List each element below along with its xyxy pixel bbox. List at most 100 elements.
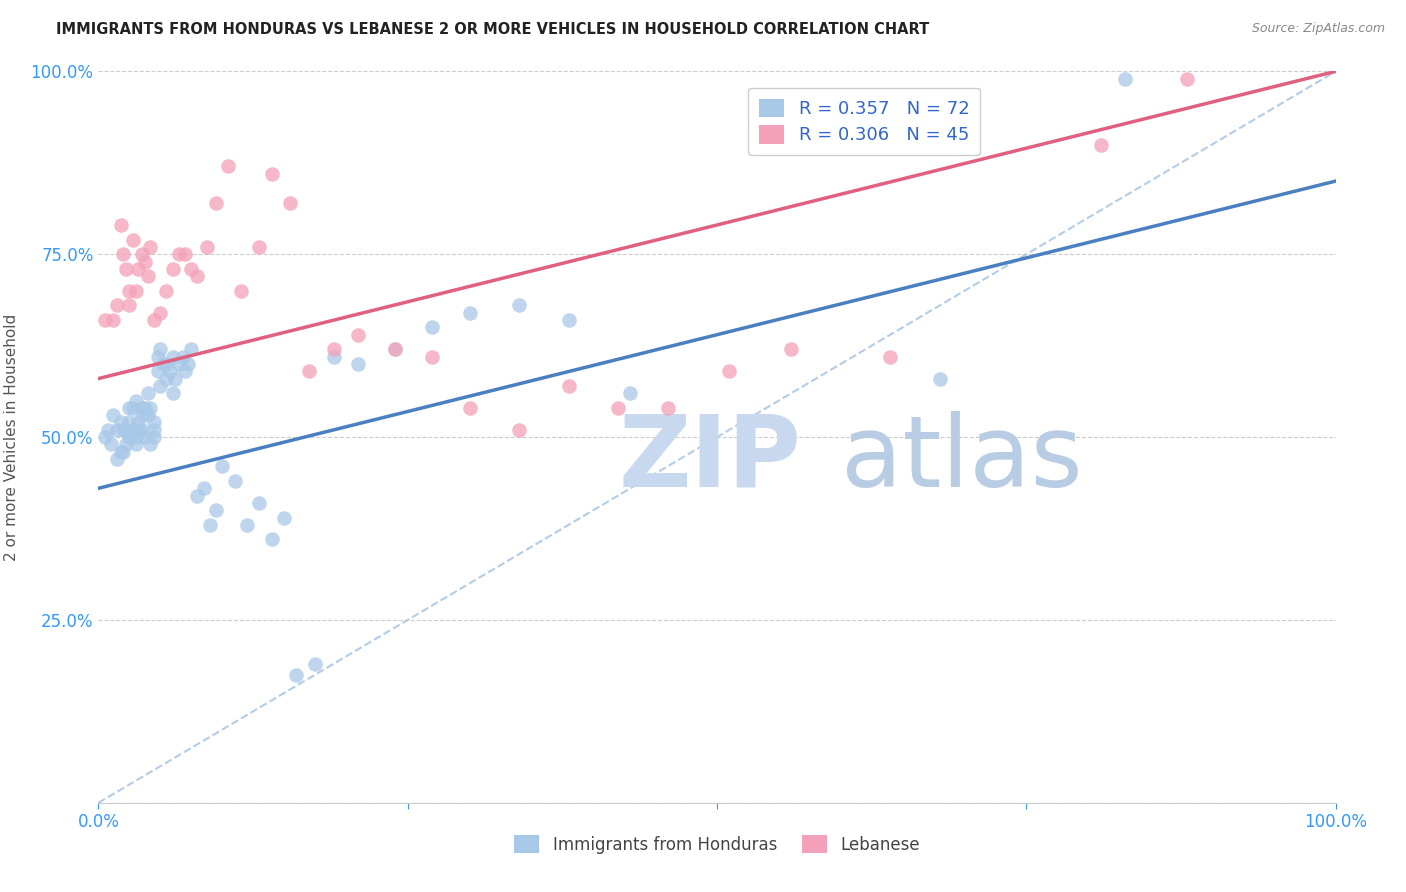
Point: [879, 350, 901, 364]
Text: Source: ZipAtlas.com: Source: ZipAtlas.com: [1251, 22, 1385, 36]
Point: [143, 423, 166, 437]
Point: [131, 401, 153, 415]
Point: [134, 254, 156, 268]
Point: [110, 218, 132, 232]
Point: [384, 343, 406, 357]
Point: [136, 386, 159, 401]
Point: [172, 350, 194, 364]
Point: [110, 444, 132, 458]
Legend: Immigrants from Honduras, Lebanese: Immigrants from Honduras, Lebanese: [508, 829, 927, 860]
Point: [422, 320, 444, 334]
Point: [260, 167, 283, 181]
Point: [152, 357, 174, 371]
Point: [193, 481, 215, 495]
Point: [195, 240, 218, 254]
Point: [607, 401, 630, 415]
Point: [118, 401, 141, 415]
Point: [131, 408, 153, 422]
Point: [162, 261, 184, 276]
Text: atlas: atlas: [841, 410, 1083, 508]
Point: [180, 343, 202, 357]
Point: [93, 313, 115, 327]
Point: [174, 364, 197, 378]
Point: [458, 401, 481, 415]
Point: [122, 233, 145, 247]
Point: [105, 298, 128, 312]
Point: [124, 284, 146, 298]
Point: [162, 350, 184, 364]
Point: [304, 657, 326, 671]
Point: [118, 416, 141, 430]
Point: [159, 364, 181, 378]
Point: [124, 437, 146, 451]
Point: [718, 364, 741, 378]
Point: [118, 430, 141, 444]
Point: [139, 401, 162, 415]
Point: [134, 401, 156, 415]
Point: [165, 371, 187, 385]
Point: [657, 401, 679, 415]
Point: [155, 284, 177, 298]
Point: [217, 160, 239, 174]
Point: [114, 423, 136, 437]
Point: [136, 408, 159, 422]
Point: [93, 430, 115, 444]
Point: [186, 489, 208, 503]
Text: IMMIGRANTS FROM HONDURAS VS LEBANESE 2 OR MORE VEHICLES IN HOUSEHOLD CORRELATION: IMMIGRANTS FROM HONDURAS VS LEBANESE 2 O…: [56, 22, 929, 37]
Point: [103, 313, 125, 327]
Point: [131, 423, 153, 437]
Point: [155, 357, 177, 371]
Point: [112, 423, 135, 437]
Point: [384, 343, 406, 357]
Point: [211, 459, 233, 474]
Point: [224, 474, 246, 488]
Point: [322, 350, 344, 364]
Point: [298, 364, 321, 378]
Point: [508, 298, 530, 312]
Point: [180, 261, 202, 276]
Point: [103, 408, 125, 422]
Point: [136, 269, 159, 284]
Point: [105, 452, 128, 467]
Point: [146, 364, 169, 378]
Point: [122, 401, 145, 415]
Point: [105, 423, 128, 437]
Point: [174, 247, 197, 261]
Point: [1090, 137, 1112, 152]
Point: [176, 357, 198, 371]
Point: [143, 416, 166, 430]
Point: [557, 313, 579, 327]
Point: [139, 437, 162, 451]
Point: [458, 306, 481, 320]
Point: [347, 327, 370, 342]
Point: [149, 306, 172, 320]
Point: [229, 284, 252, 298]
Point: [278, 196, 301, 211]
Point: [131, 247, 153, 261]
Point: [273, 510, 295, 524]
Point: [124, 393, 146, 408]
Point: [619, 386, 641, 401]
Point: [780, 343, 803, 357]
Point: [186, 269, 208, 284]
Point: [205, 503, 228, 517]
Point: [134, 430, 156, 444]
Y-axis label: 2 or more Vehicles in Household: 2 or more Vehicles in Household: [4, 313, 20, 561]
Point: [247, 496, 270, 510]
Point: [928, 371, 950, 385]
Point: [285, 667, 308, 681]
Point: [1175, 71, 1198, 86]
Point: [347, 357, 370, 371]
Point: [198, 517, 221, 532]
Point: [122, 423, 145, 437]
Point: [422, 350, 444, 364]
Point: [155, 371, 177, 385]
Point: [143, 313, 166, 327]
Point: [146, 350, 169, 364]
Point: [112, 247, 135, 261]
Point: [508, 423, 530, 437]
Point: [110, 416, 132, 430]
Point: [167, 247, 190, 261]
Point: [114, 261, 136, 276]
Point: [247, 240, 270, 254]
